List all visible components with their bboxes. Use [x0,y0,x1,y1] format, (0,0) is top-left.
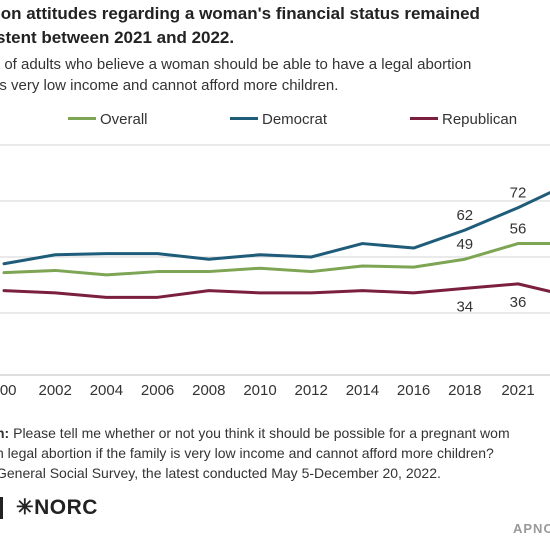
legend-item-democrat: Democrat [230,110,327,130]
footnote-question-label: n: [0,425,10,441]
legend-label-republican: Republican [442,111,518,128]
data-label-democrat-2021: 72 [510,185,527,202]
x-tick-label-2010: 2010 [243,382,276,399]
chart-footnote: n: Please tell me whether or not you thi… [0,423,550,483]
legend-swatch-overall [68,116,96,120]
x-tick-label-2014: 2014 [346,382,379,399]
x-tick-label-000: 000 [0,382,17,399]
chart-title-line-1: ion attitudes regarding a woman's financ… [0,4,480,23]
series-line-democrat [2,190,550,266]
logo-divider [0,497,3,519]
logo-row: ✳NORC [0,495,200,525]
chart-title: ion attitudes regarding a woman's financ… [0,2,550,50]
line-chart: 62 72 49 56 34 36 000 2002 2004 2006 2008 2010 2012 2… [0,144,550,399]
footnote-question: n: Please tell me whether or not you thi… [0,423,550,443]
x-tick-label-2004: 2004 [90,382,123,399]
x-tick-label-2021: 2021 [501,382,534,399]
chart-legend: Overall Democrat Republican [0,110,550,132]
x-tick-label-2006: 2006 [141,382,174,399]
x-tick-label-2002: 2002 [39,382,72,399]
chart-subtitle-line-2: is very low income and cannot afford mor… [0,77,339,94]
series-line-republican [2,282,550,299]
data-label-democrat-2018: 62 [456,207,473,224]
x-tick-label-2008: 2008 [192,382,225,399]
x-tick-label-2016: 2016 [397,382,430,399]
chart-title-line-2: stent between 2021 and 2022. [0,28,235,47]
data-label-overall-2018: 49 [456,236,473,253]
chart-subtitle: t of adults who believe a woman should b… [0,54,550,96]
norc-logo: ✳NORC [16,496,98,519]
footnote-source: General Social Survey, the latest conduc… [0,465,441,481]
footnote-question-line-1: Please tell me whether or not you think … [13,425,510,441]
x-tick-label-2012: 2012 [295,382,328,399]
footnote-question-line-2: n legal abortion if the family is very l… [0,445,494,461]
legend-label-democrat: Democrat [262,111,328,128]
series-line-overall [2,242,550,277]
credit-logo: APNO [513,521,550,536]
data-label-republican-2021: 36 [510,294,527,311]
data-label-republican-2018: 34 [456,298,473,315]
legend-item-overall: Overall [68,110,148,130]
chart-subtitle-line-1: t of adults who believe a woman should b… [0,56,472,73]
x-tick-label-2018: 2018 [448,382,481,399]
data-label-overall-2021: 56 [510,221,527,238]
legend-label-overall: Overall [100,111,148,128]
legend-item-republican: Republican [410,110,517,130]
legend-swatch-republican [410,116,438,120]
legend-swatch-democrat [230,116,258,120]
